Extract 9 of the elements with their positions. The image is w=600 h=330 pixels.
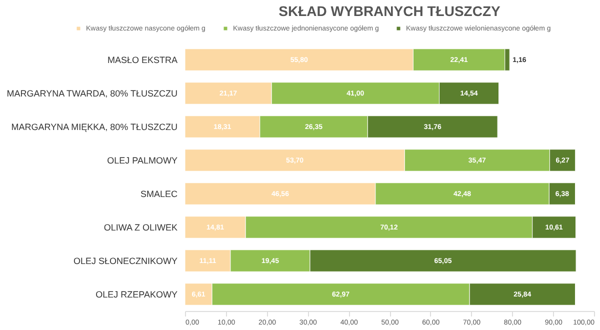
- y-tick-label: SMALEC: [140, 188, 178, 199]
- y-tick-label: OLEJ SŁONECZNIKOWY: [73, 256, 178, 266]
- y-tick-label: OLEJ RZEPAKOWY: [96, 289, 178, 300]
- y-tick-label: MASŁO EKSTRA: [107, 54, 178, 65]
- chart-title: SKŁAD WYBRANYCH TŁUSZCZY: [278, 3, 501, 19]
- y-tick-label: OLIWA Z OLIWEK: [104, 222, 178, 232]
- y-tick-label: MARGARYNA TWARDA, 80% TŁUSZCZU: [6, 88, 178, 98]
- y-tick-label: MARGARYNA MIĘKKA, 80% TŁUSZCZU: [11, 122, 178, 132]
- y-tick-label: OLEJ PALMOWY: [107, 155, 178, 166]
